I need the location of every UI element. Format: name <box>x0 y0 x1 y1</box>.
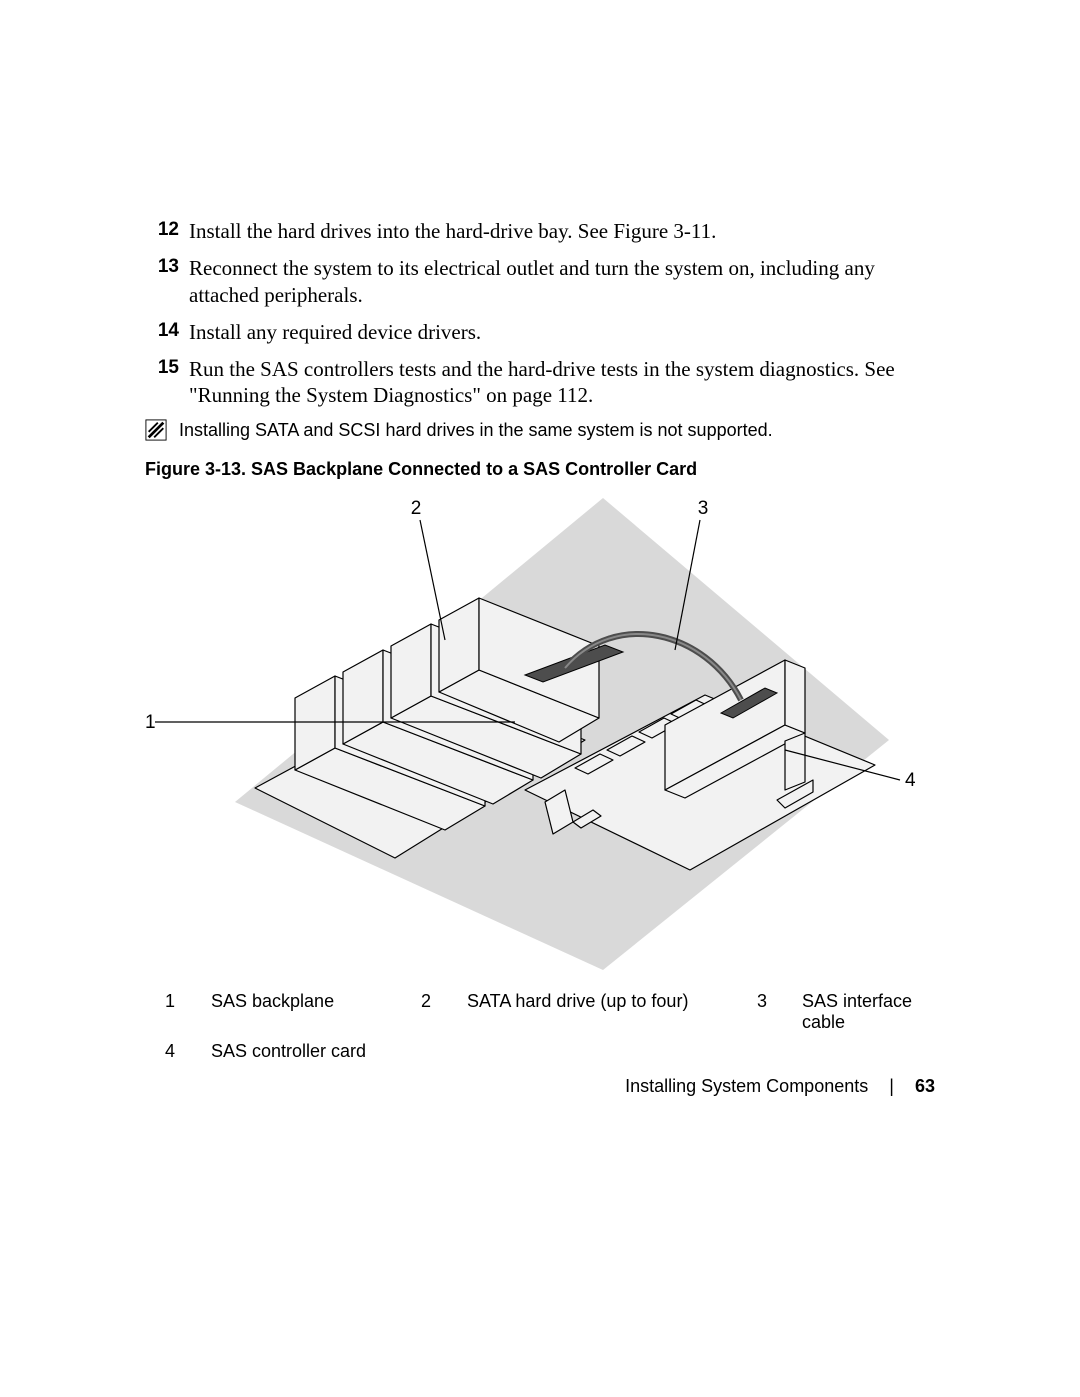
svg-text:3: 3 <box>698 498 709 519</box>
step-number: 15 <box>145 356 179 410</box>
pencil-note-icon <box>145 419 167 441</box>
figure-diagram: 1 2 3 4 <box>145 490 915 975</box>
footer-separator: | <box>889 1076 894 1097</box>
step-text: Install any required device drivers. <box>189 319 935 346</box>
manual-page: 12 Install the hard drives into the hard… <box>0 0 1080 1397</box>
note-text: Installing SATA and SCSI hard drives in … <box>179 420 773 441</box>
legend-number: 4 <box>165 1041 189 1062</box>
legend-label: SAS controller card <box>211 1041 366 1062</box>
svg-text:4: 4 <box>905 770 915 791</box>
svg-text:2: 2 <box>411 498 422 519</box>
legend-label: SAS backplane <box>211 991 361 1033</box>
legend-number: 3 <box>757 991 780 1033</box>
legend-item: 1 SAS backplane <box>145 991 361 1033</box>
step-text: Install the hard drives into the hard-dr… <box>189 218 935 245</box>
step-number: 12 <box>145 218 179 245</box>
step-item: 14 Install any required device drivers. <box>145 319 935 346</box>
step-item: 13 Reconnect the system to its electrica… <box>145 255 935 309</box>
svg-text:1: 1 <box>145 712 156 733</box>
step-item: 15 Run the SAS controllers tests and the… <box>145 356 935 410</box>
legend-number: 1 <box>165 991 189 1033</box>
install-steps-list: 12 Install the hard drives into the hard… <box>145 218 935 409</box>
legend-label: SATA hard drive (up to four) <box>467 991 697 1033</box>
step-item: 12 Install the hard drives into the hard… <box>145 218 935 245</box>
legend-label: SAS interface cable <box>802 991 953 1033</box>
figure-legend: 1 SAS backplane 2 SATA hard drive (up to… <box>145 991 935 1062</box>
footer-page-number: 63 <box>915 1076 935 1096</box>
legend-row: 1 SAS backplane 2 SATA hard drive (up to… <box>145 991 935 1033</box>
legend-item: 4 SAS controller card <box>145 1041 366 1062</box>
step-text: Reconnect the system to its electrical o… <box>189 255 935 309</box>
legend-item: 3 SAS interface cable <box>737 991 953 1033</box>
footer-section: Installing System Components <box>625 1076 868 1096</box>
step-text: Run the SAS controllers tests and the ha… <box>189 356 935 410</box>
step-number: 14 <box>145 319 179 346</box>
page-footer: Installing System Components | 63 <box>625 1076 935 1097</box>
note: Installing SATA and SCSI hard drives in … <box>145 419 935 441</box>
step-number: 13 <box>145 255 179 309</box>
figure-caption: Figure 3-13. SAS Backplane Connected to … <box>145 459 935 480</box>
legend-number: 2 <box>421 991 445 1033</box>
legend-row: 4 SAS controller card <box>145 1041 935 1062</box>
legend-item: 2 SATA hard drive (up to four) <box>401 991 697 1033</box>
